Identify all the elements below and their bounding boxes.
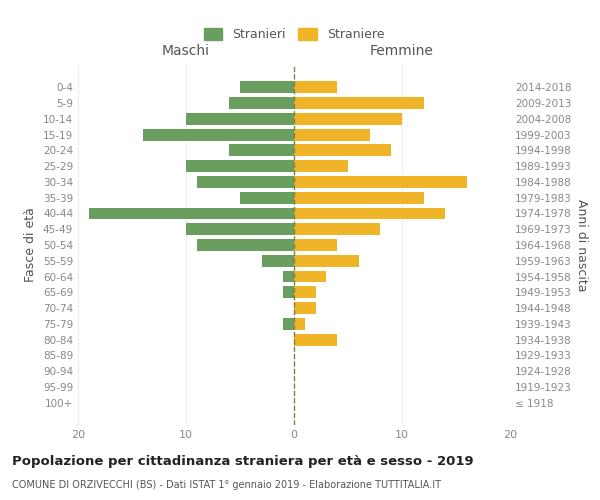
Bar (186, 113, 294, 124)
Bar (294, 208, 445, 220)
Legend: Stranieri, Straniere: Stranieri, Straniere (200, 24, 388, 45)
Bar (294, 270, 326, 282)
Bar (294, 144, 391, 156)
Bar (294, 302, 316, 314)
Bar (283, 270, 294, 282)
Bar (186, 224, 294, 235)
Bar (262, 255, 294, 266)
Bar (294, 239, 337, 251)
Text: COMUNE DI ORZIVECCHI (BS) - Dati ISTAT 1° gennaio 2019 - Elaborazione TUTTITALIA: COMUNE DI ORZIVECCHI (BS) - Dati ISTAT 1… (12, 480, 441, 490)
Bar (294, 97, 424, 109)
Bar (294, 113, 402, 124)
Bar (294, 192, 424, 203)
Y-axis label: Anni di nascita: Anni di nascita (575, 198, 588, 291)
Bar (240, 192, 294, 203)
Bar (294, 255, 359, 266)
Bar (229, 97, 294, 109)
Text: Maschi: Maschi (162, 44, 210, 58)
Bar (186, 160, 294, 172)
Bar (143, 128, 294, 140)
Bar (229, 144, 294, 156)
Bar (197, 176, 294, 188)
Bar (294, 334, 337, 345)
Bar (283, 318, 294, 330)
Bar (294, 176, 467, 188)
Y-axis label: Fasce di età: Fasce di età (25, 208, 37, 282)
Text: Femmine: Femmine (370, 44, 434, 58)
Bar (294, 82, 337, 93)
Bar (294, 160, 348, 172)
Bar (197, 239, 294, 251)
Bar (294, 128, 370, 140)
Bar (240, 82, 294, 93)
Text: Popolazione per cittadinanza straniera per età e sesso - 2019: Popolazione per cittadinanza straniera p… (12, 455, 473, 468)
Bar (294, 286, 316, 298)
Bar (294, 318, 305, 330)
Bar (294, 224, 380, 235)
Bar (283, 286, 294, 298)
Bar (89, 208, 294, 220)
